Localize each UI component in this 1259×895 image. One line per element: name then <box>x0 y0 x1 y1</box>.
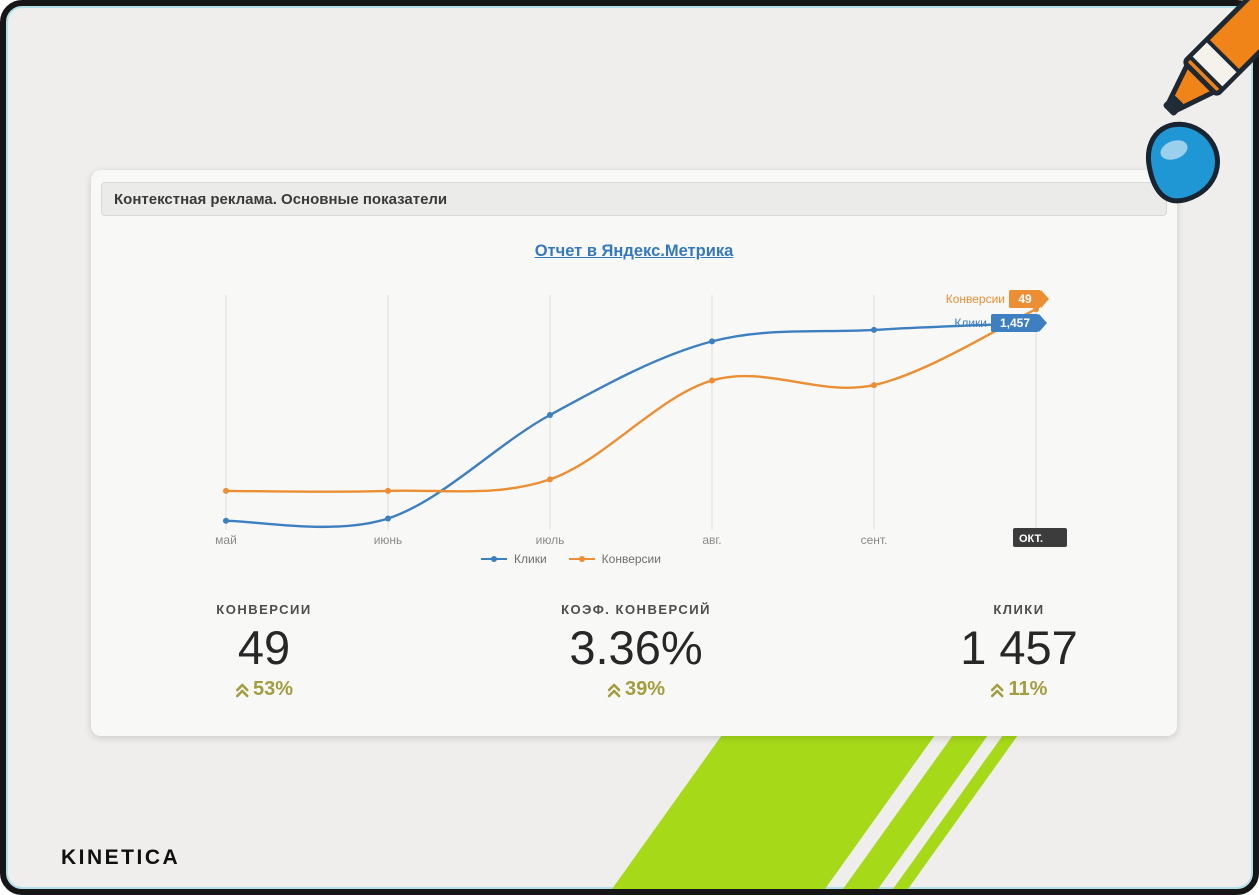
page-title: Контекстная реклама. Основные показатели <box>114 190 448 208</box>
legend-item-clicks[interactable]: Клики <box>481 552 547 566</box>
svg-text:49: 49 <box>1018 292 1032 306</box>
line-marker-icon <box>568 556 595 562</box>
kpi-label: КОНВЕРСИИ <box>216 602 312 617</box>
report-link-row: Отчет в Яндекс.Метрика <box>91 242 1177 261</box>
svg-text:Клики: Клики <box>954 316 987 330</box>
legend-label: Клики <box>514 552 547 566</box>
svg-text:ОКТ.: ОКТ. <box>1019 533 1043 545</box>
legend-item-conversions[interactable]: Конверсии <box>568 552 661 566</box>
kpi-change: 11% <box>960 678 1078 701</box>
kpi-value: 3.36% <box>569 621 703 674</box>
svg-text:Конверсии: Конверсии <box>946 292 1005 306</box>
svg-text:июнь: июнь <box>374 533 403 547</box>
card-header: Контекстная реклама. Основные показатели <box>101 182 1167 216</box>
kpi-label: КЛИКИ <box>993 602 1045 617</box>
double-chevron-up-icon <box>607 683 621 698</box>
double-chevron-up-icon <box>235 683 249 698</box>
svg-text:сент.: сент. <box>861 533 888 547</box>
kpi-change-value: 11% <box>1008 678 1048 701</box>
kpi-change: 39% <box>561 678 711 701</box>
line-chart[interactable]: май июнь июль авг. сент. ОКТ. Клики 1,457 Конвер… <box>181 280 1081 580</box>
kpi-change-value: 39% <box>624 678 666 701</box>
kpi-label: КОЭФ. КОНВЕРСИЙ <box>561 602 711 617</box>
dashboard-card: Контекстная реклама. Основные показатели… <box>91 170 1177 736</box>
line-marker-icon <box>481 556 508 562</box>
svg-text:июль: июль <box>536 533 565 547</box>
double-chevron-up-icon <box>991 683 1004 698</box>
svg-text:1,457: 1,457 <box>1000 316 1030 330</box>
svg-text:май: май <box>215 533 237 547</box>
kpi-change: 53% <box>216 678 311 701</box>
kpi-value: 1 457 <box>960 621 1078 674</box>
kpi-change-value: 53% <box>252 678 294 701</box>
metrica-report-link[interactable]: Отчет в Яндекс.Метрика <box>534 242 734 260</box>
kpi-conversions: КОНВЕРСИИ 49 53% <box>216 602 311 701</box>
kpi-value: 49 <box>237 621 291 674</box>
kpi-clicks: КЛИКИ 1 457 11% <box>960 602 1078 701</box>
svg-text:авг.: авг. <box>702 533 721 547</box>
legend-label: Конверсии <box>601 552 661 566</box>
brand-logo: KINETICA <box>61 846 181 869</box>
chart-legend: Клики Конверсии <box>431 552 711 566</box>
chart-area: май июнь июль авг. сент. ОКТ. Клики 1,457 Конвер… <box>181 280 1081 580</box>
kpi-conversion-rate: КОЭФ. КОНВЕРСИЙ 3.36% 39% <box>561 602 711 701</box>
